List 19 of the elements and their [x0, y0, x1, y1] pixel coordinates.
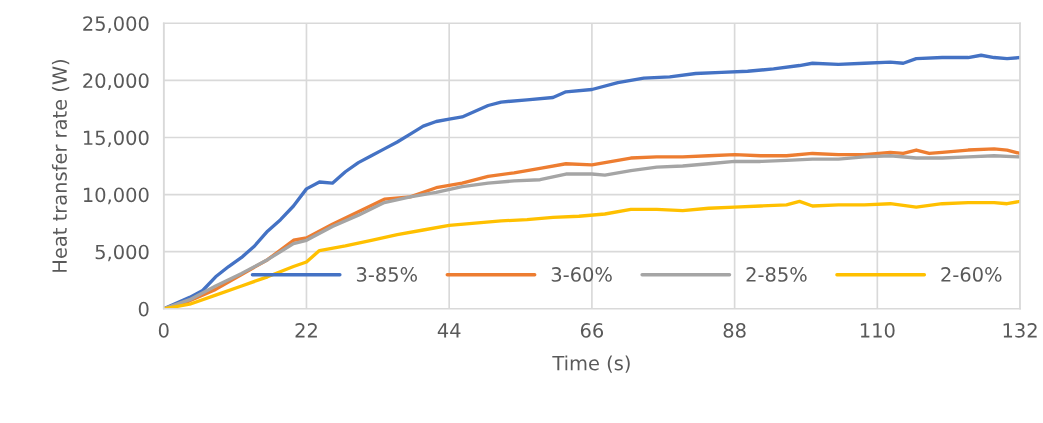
- x-tick-label: 88: [723, 323, 746, 338]
- y-tick-label: 0: [138, 301, 149, 317]
- legend-label: 3-85%: [356, 267, 417, 282]
- x-tick-label: 0: [158, 323, 169, 338]
- x-tick-label: 44: [437, 323, 461, 338]
- y-tick-label: 10,000: [83, 187, 149, 205]
- y-tick-label: 5,000: [95, 244, 149, 262]
- x-tick-label: 110: [860, 323, 895, 338]
- x-tick-label: 132: [1003, 323, 1037, 338]
- legend-label: 2-85%: [746, 267, 807, 282]
- y-axis-title: Heat transfer rate (W): [51, 60, 70, 272]
- legend-label: 3-60%: [551, 267, 612, 282]
- y-tick-label: 15,000: [83, 130, 149, 148]
- y-tick-label: 20,000: [83, 73, 149, 91]
- legend-label: 2-60%: [941, 267, 1002, 282]
- y-tick-label: 25,000: [83, 16, 149, 33]
- x-tick-label: 66: [580, 323, 604, 338]
- x-tick-label: 22: [295, 323, 317, 338]
- x-axis-title: Time (s): [552, 355, 630, 373]
